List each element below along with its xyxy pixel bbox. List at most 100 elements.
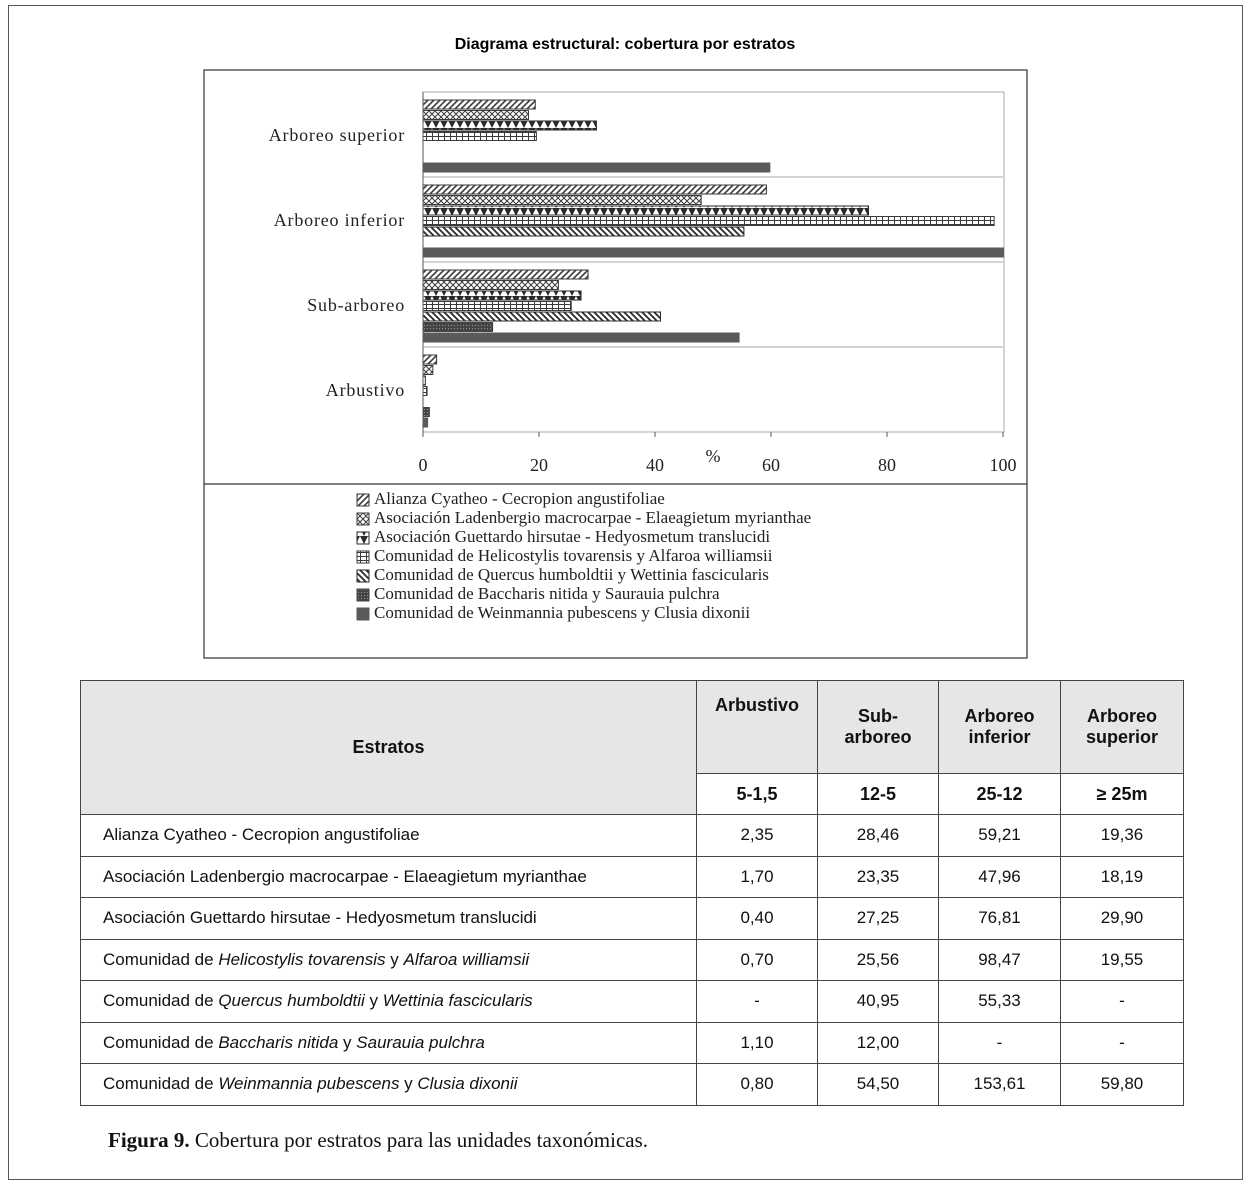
header-line: inferior bbox=[968, 727, 1031, 747]
table-cell: 27,25 bbox=[817, 897, 939, 940]
legend-label: Comunidad de Quercus humboldtii y Wettin… bbox=[374, 565, 769, 584]
row-label: Alianza Cyatheo - Cecropion angustifolia… bbox=[80, 814, 697, 857]
data-table: Estratos Arbustivo Sub-arboreo Arboreo infer… bbox=[80, 680, 1184, 1106]
row-label: Comunidad de Weinmannia pubescens y Clus… bbox=[80, 1063, 697, 1106]
header-line: superior bbox=[1085, 727, 1159, 747]
bar bbox=[423, 110, 530, 120]
legend-swatch bbox=[356, 512, 370, 526]
table-cell: 25,56 bbox=[817, 938, 939, 981]
table-cell: 29,90 bbox=[1060, 897, 1184, 940]
table-cell: - bbox=[1060, 1021, 1184, 1064]
table-cell: - bbox=[938, 1021, 1061, 1064]
label-part: Saurauia pulchra bbox=[356, 1032, 485, 1052]
x-tick-label: 60 bbox=[762, 455, 780, 475]
label-part: Alianza Cyatheo - Cecropion angustifolia… bbox=[103, 825, 420, 845]
x-tick-label: 0 bbox=[419, 455, 428, 475]
label-part: y bbox=[364, 991, 383, 1011]
table-row: Asociación Ladenbergio macrocarpae - Ela… bbox=[80, 855, 1184, 898]
row-label: Comunidad de Helicostylis tovarensis y A… bbox=[80, 938, 697, 981]
caption-label: Figura 9. bbox=[108, 1128, 190, 1152]
table-cell: 1,70 bbox=[696, 855, 818, 898]
header-cell: Arboreo superior bbox=[1060, 680, 1184, 774]
label-part: Alfaroa williamsii bbox=[403, 949, 530, 969]
bar bbox=[423, 354, 438, 365]
label-part: y bbox=[385, 949, 404, 969]
header-row: 5-1,5 12-5 25-12 ≥ 25m bbox=[81, 773, 1184, 815]
label-part: y bbox=[338, 1032, 357, 1052]
table-cell: 19,36 bbox=[1060, 814, 1184, 857]
table-cell: - bbox=[1060, 980, 1184, 1023]
label-part: Wettinia fascicularis bbox=[382, 991, 533, 1011]
label-part: Asociación Guettardo hirsutae - Hedyosme… bbox=[103, 908, 537, 928]
label-part: Weinmannia pubescens bbox=[218, 1074, 400, 1094]
legend-label: Alianza Cyatheo - Cecropion angustifolia… bbox=[374, 489, 665, 508]
header-line: Sub- bbox=[858, 706, 898, 726]
figure-frame bbox=[8, 5, 1243, 1180]
table-cell: 19,55 bbox=[1060, 938, 1184, 981]
x-tick-label: 20 bbox=[530, 455, 548, 475]
table-cell: 59,21 bbox=[938, 814, 1061, 857]
label-part: Comunidad de bbox=[103, 991, 219, 1011]
label-part: Helicostylis tovarensis bbox=[218, 949, 386, 969]
header-range: 25-12 bbox=[938, 773, 1061, 815]
label-part: Quercus humboldtii bbox=[218, 991, 365, 1011]
table-cell: 12,00 bbox=[817, 1021, 939, 1064]
bar bbox=[423, 365, 434, 375]
header-range: ≥ 25m bbox=[1060, 773, 1184, 815]
legend-swatch bbox=[356, 588, 370, 602]
bar bbox=[423, 407, 430, 417]
legend-label: Comunidad de Baccharis nitida y Saurauia… bbox=[374, 584, 720, 603]
bar bbox=[423, 322, 494, 332]
legend-swatch bbox=[356, 569, 370, 583]
bar bbox=[423, 120, 597, 131]
bar bbox=[423, 99, 536, 110]
bar bbox=[423, 162, 771, 173]
bar bbox=[423, 226, 745, 237]
table-cell: 76,81 bbox=[938, 897, 1061, 940]
label-part: Comunidad de bbox=[103, 1074, 219, 1094]
y-tick-label: Arboreo superior bbox=[269, 125, 405, 145]
x-tick-label: 40 bbox=[646, 455, 664, 475]
bar bbox=[423, 386, 428, 396]
table-cell: 55,33 bbox=[938, 980, 1061, 1023]
bar bbox=[423, 247, 1004, 258]
label-part: Baccharis nitida bbox=[218, 1032, 339, 1052]
bar bbox=[423, 290, 582, 301]
caption-text: Cobertura por estratos para las unidades… bbox=[189, 1128, 649, 1152]
table-cell: 28,46 bbox=[817, 814, 939, 857]
table-row: Alianza Cyatheo - Cecropion angustifolia… bbox=[80, 814, 1184, 857]
bar bbox=[423, 311, 662, 322]
bar bbox=[423, 301, 572, 311]
label-part: Clusia dixonii bbox=[417, 1074, 518, 1094]
bar bbox=[423, 205, 869, 216]
bar bbox=[423, 375, 426, 386]
table-cell: 0,80 bbox=[696, 1063, 818, 1106]
header-range: 5-1,5 bbox=[696, 773, 818, 815]
bar bbox=[423, 417, 429, 428]
header-cell: Estratos bbox=[80, 680, 697, 815]
header-line: Arboreo bbox=[964, 706, 1035, 726]
bar bbox=[423, 216, 995, 226]
y-tick-label: Arboreo inferior bbox=[274, 210, 405, 230]
table-cell: 40,95 bbox=[817, 980, 939, 1023]
table-cell: - bbox=[696, 980, 818, 1023]
table-cell: 98,47 bbox=[938, 938, 1061, 981]
row-label: Asociación Ladenbergio macrocarpae - Ela… bbox=[80, 855, 697, 898]
label-part: Comunidad de bbox=[103, 1032, 219, 1052]
header-cell: Sub-arboreo bbox=[817, 680, 939, 774]
table-cell: 153,61 bbox=[938, 1063, 1061, 1106]
row-label: Comunidad de Quercus humboldtii y Wettin… bbox=[80, 980, 697, 1023]
legend-label: Comunidad de Weinmannia pubescens y Clus… bbox=[374, 603, 750, 622]
header-cell: Arboreo inferior bbox=[938, 680, 1061, 774]
legend-label: Asociación Ladenbergio macrocarpae - Ela… bbox=[374, 508, 811, 527]
row-label: Asociación Guettardo hirsutae - Hedyosme… bbox=[80, 897, 697, 940]
y-tick-label: Sub-arboreo bbox=[307, 295, 405, 315]
table-row: Comunidad de Helicostylis tovarensis y A… bbox=[80, 938, 1184, 981]
bar bbox=[423, 184, 767, 195]
x-tick-label: 80 bbox=[878, 455, 896, 475]
legend-swatch bbox=[356, 607, 370, 621]
table-cell: 23,35 bbox=[817, 855, 939, 898]
legend-swatch bbox=[356, 493, 370, 507]
table-row: Comunidad de Quercus humboldtii y Wettin… bbox=[80, 980, 1184, 1023]
